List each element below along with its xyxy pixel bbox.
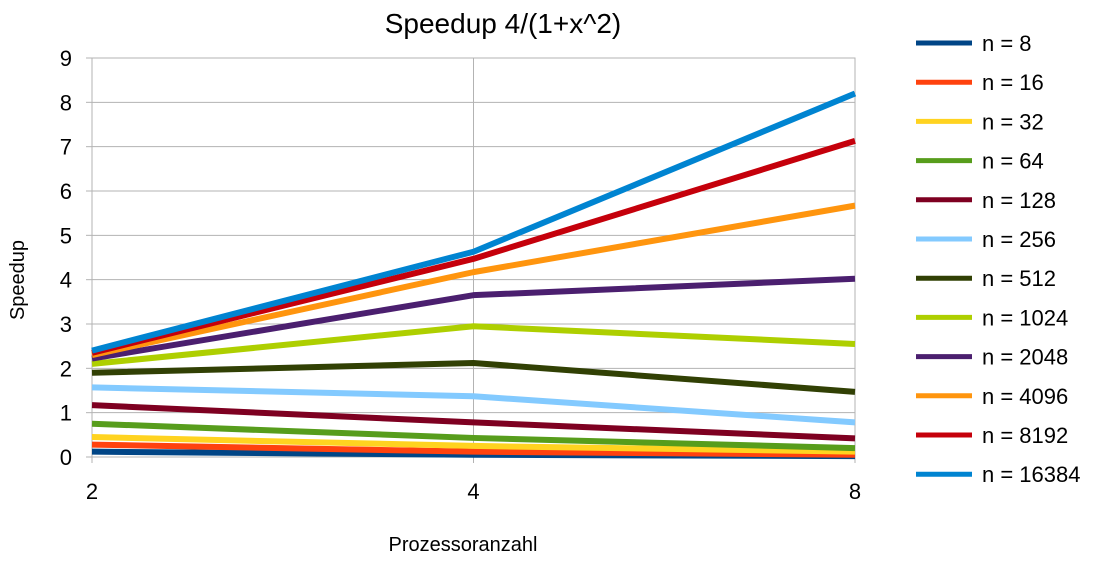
legend: n = 8 n = 16 n = 32 n = 64 n = 128 n = 256 n =… [916, 31, 1080, 487]
legend-entry-label: n = 16 [982, 70, 1044, 95]
legend-entry-label: n = 8 [982, 31, 1032, 56]
series-line [91, 420, 856, 452]
y-tick-label: 0 [60, 445, 72, 470]
series-line [91, 275, 856, 362]
series-lines [91, 90, 857, 460]
series-line [91, 360, 856, 395]
x-axis-ticks: 2 4 8 [86, 479, 861, 504]
series-line [91, 202, 856, 358]
x-tick-label: 2 [86, 479, 98, 504]
series-line [91, 138, 856, 356]
series-line [91, 323, 856, 367]
y-tick-label: 8 [60, 90, 72, 115]
series-line [91, 434, 856, 455]
legend-entry-label: n = 32 [982, 109, 1044, 134]
legend-entry-label: n = 256 [982, 227, 1056, 252]
y-axis-label: Speedup [7, 240, 29, 320]
x-axis-label: Prozessoranzahl [389, 534, 538, 556]
series-line [91, 384, 856, 426]
y-tick-label: 7 [60, 135, 72, 160]
y-tick-label: 5 [60, 223, 72, 248]
x-tick-label: 8 [849, 479, 861, 504]
legend-entry-label: n = 512 [982, 266, 1056, 291]
legend-entry-label: n = 8192 [982, 423, 1068, 448]
legend-entry-label: n = 128 [982, 188, 1056, 213]
y-tick-label: 9 [60, 46, 72, 71]
y-tick-label: 6 [60, 179, 72, 204]
y-axis-ticks: 0 1 2 3 4 5 6 7 8 9 [60, 46, 72, 470]
series-line [91, 441, 856, 458]
legend-entry-label: n = 2048 [982, 345, 1068, 370]
y-tick-label: 2 [60, 356, 72, 381]
y-tick-label: 4 [60, 268, 72, 293]
legend-entry-label: n = 16384 [982, 462, 1080, 487]
x-tick-label: 4 [467, 479, 479, 504]
legend-entry-label: n = 1024 [982, 305, 1068, 330]
y-tick-label: 1 [60, 401, 72, 426]
series-line [91, 90, 857, 354]
legend-entry-label: n = 4096 [982, 384, 1068, 409]
chart-title: Speedup 4/(1+x^2) [385, 8, 622, 39]
y-tick-label: 3 [60, 312, 72, 337]
legend-entry-label: n = 64 [982, 149, 1044, 174]
series-line [91, 402, 856, 442]
